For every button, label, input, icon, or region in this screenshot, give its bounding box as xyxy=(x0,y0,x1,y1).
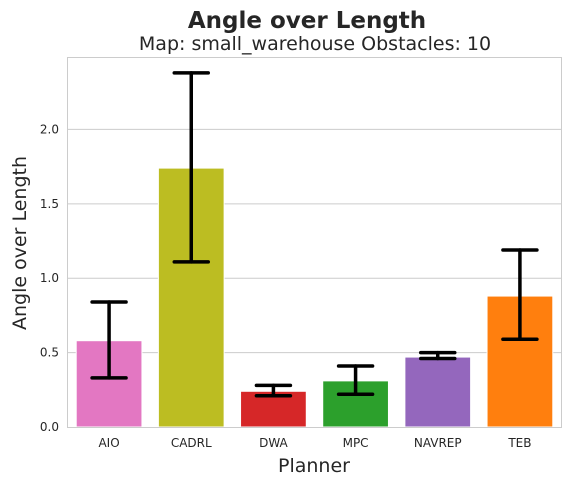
y-axis-label: Angle over Length xyxy=(9,156,31,330)
x-tick-label: TEB xyxy=(507,436,531,450)
y-tick-label: 0.0 xyxy=(40,420,59,434)
y-tick-label: 0.5 xyxy=(40,346,59,360)
x-tick-labels: AIO CADRL DWA MPC NAVREP TEB xyxy=(98,436,531,450)
bar-navrep xyxy=(404,356,472,428)
x-tick-label: MPC xyxy=(343,436,369,450)
error-bar-cadrl xyxy=(172,71,210,264)
x-tick-label: CADRL xyxy=(171,436,212,450)
error-bar-dwa xyxy=(254,383,293,398)
error-bars xyxy=(90,71,539,398)
plot-frame xyxy=(67,57,562,428)
chart-subtitle: Map: small_warehouse Obstacles: 10 xyxy=(139,33,491,55)
x-tick-label: DWA xyxy=(259,436,288,450)
y-tick-label: 2.0 xyxy=(40,122,59,136)
error-bar-navrep xyxy=(419,350,457,361)
x-tick-label: NAVREP xyxy=(414,436,462,450)
x-axis-label: Planner xyxy=(278,455,350,477)
y-tick-label: 1.0 xyxy=(40,271,59,285)
grid-lines xyxy=(68,128,561,354)
y-tick-labels: 0.0 0.5 1.0 1.5 2.0 xyxy=(40,122,59,434)
x-tick-label: AIO xyxy=(98,436,119,450)
y-tick-label: 1.5 xyxy=(40,197,59,211)
error-bar-mpc xyxy=(336,364,375,397)
chart-title: Angle over Length xyxy=(188,8,426,34)
bars xyxy=(75,167,554,428)
error-bar-aio xyxy=(90,300,128,380)
error-bar-teb xyxy=(501,248,539,341)
